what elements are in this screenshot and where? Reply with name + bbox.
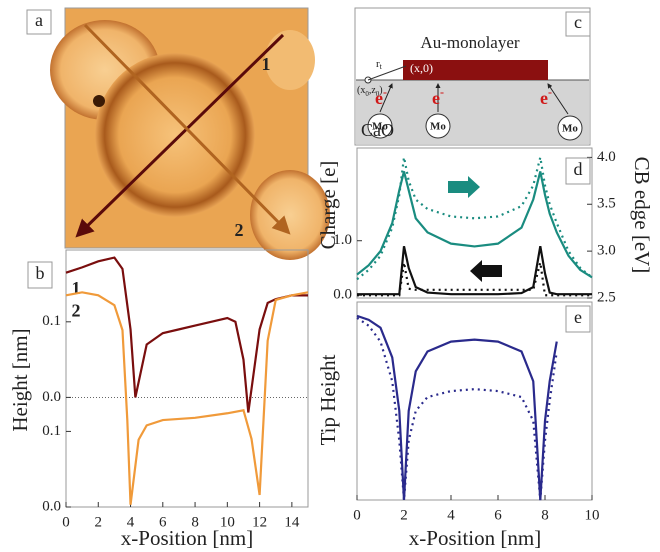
x-tick-label: 0 xyxy=(353,507,361,523)
series-label: 1 xyxy=(72,278,81,298)
y-tick-label: 0.1 xyxy=(42,423,61,439)
plot-frame xyxy=(65,249,309,508)
y2-tick-label: 0.1 xyxy=(42,313,61,329)
electron-sup: - xyxy=(440,85,444,99)
x-tick-label: 10 xyxy=(220,514,235,530)
electron-main: e xyxy=(432,88,440,108)
panel-label-box xyxy=(27,261,53,289)
panel-label: a xyxy=(35,10,43,30)
series-line xyxy=(356,314,558,501)
x-tick-label: 8 xyxy=(541,507,549,523)
direction-arrow xyxy=(470,260,502,282)
x-tick-label: 0 xyxy=(62,514,70,530)
arrow-label: 1 xyxy=(262,54,271,74)
electron-main: e xyxy=(375,88,383,108)
x-tick-label: 10 xyxy=(585,507,600,523)
y2-axis-label: CB edge [eV] xyxy=(630,157,654,274)
tip-label-sub: t xyxy=(380,62,383,71)
schematic xyxy=(354,7,591,146)
panel-label: b xyxy=(36,263,45,283)
x-tick-label: 8 xyxy=(191,514,199,530)
tip-label-main: r xyxy=(376,58,380,70)
dopant-label: Mo xyxy=(372,121,388,133)
panel-label-box xyxy=(565,157,591,185)
dopant-label: Mo xyxy=(430,121,446,133)
panel-label: c xyxy=(574,12,582,32)
y-tick-label: 1.0 xyxy=(333,232,352,248)
electron-sup: - xyxy=(548,85,552,99)
x-tick-label: 4 xyxy=(447,507,455,523)
panel-label-box xyxy=(565,305,591,333)
y-axis-label: Height [nm] xyxy=(8,328,32,431)
panel-label: e xyxy=(574,307,582,327)
y2-tick-label: 3.5 xyxy=(597,196,616,212)
tip-label: rt xyxy=(376,58,383,71)
x-axis-label: x-Position [nm] xyxy=(121,526,253,550)
panel-label: d xyxy=(574,159,583,179)
layer-label: Au-monolayer xyxy=(420,33,519,52)
y2-tick-label: 2.5 xyxy=(597,289,616,305)
electron-label: e- xyxy=(540,85,552,108)
x-tick-label: 6 xyxy=(494,507,502,523)
origin-label: (x0,z0) xyxy=(357,85,383,97)
plot-frame xyxy=(356,301,593,501)
origin-part: ,z xyxy=(369,85,377,96)
substrate-label: CaO xyxy=(361,120,394,140)
dopant-label: Mo xyxy=(562,123,578,135)
x-tick-label: 4 xyxy=(127,514,135,530)
y2-tick-label: 3.0 xyxy=(597,243,616,259)
electron-main: e xyxy=(540,88,548,108)
point-label: (x,0) xyxy=(410,61,433,75)
origin-part: 0 xyxy=(365,90,369,98)
x-tick-label: 2 xyxy=(95,514,103,530)
series-line xyxy=(65,291,309,505)
series-line xyxy=(357,262,592,297)
y-axis-label: Tip Height xyxy=(316,354,340,445)
x-tick-label: 12 xyxy=(252,514,267,530)
series-label: 2 xyxy=(72,300,81,320)
x-axis-label: x-Position [nm] xyxy=(409,526,541,550)
panel-label-box xyxy=(565,11,591,37)
x-tick-label: 14 xyxy=(284,514,300,530)
y-tick-label: 0.0 xyxy=(333,287,352,303)
x-tick-label: 2 xyxy=(400,507,408,523)
origin-part: ) xyxy=(379,85,382,96)
direction-arrow xyxy=(448,176,480,198)
plot-frame xyxy=(356,147,593,299)
y-axis-label: Charge [e] xyxy=(316,161,340,250)
electron-label: e- xyxy=(375,85,387,108)
stm-image xyxy=(50,7,330,260)
x-tick-label: 6 xyxy=(159,514,167,530)
panel-label-box xyxy=(26,9,52,35)
electron-sup: - xyxy=(383,85,387,99)
origin-part: (x xyxy=(357,85,365,96)
series-line xyxy=(65,256,308,413)
electron-label: e- xyxy=(432,85,444,108)
y2-tick-label: 0.0 xyxy=(42,389,61,405)
origin-part: 0 xyxy=(376,90,380,98)
y2-tick-label: 4.0 xyxy=(597,149,616,165)
arrow-label: 2 xyxy=(235,220,244,240)
y-tick-label: 0.0 xyxy=(42,498,61,514)
